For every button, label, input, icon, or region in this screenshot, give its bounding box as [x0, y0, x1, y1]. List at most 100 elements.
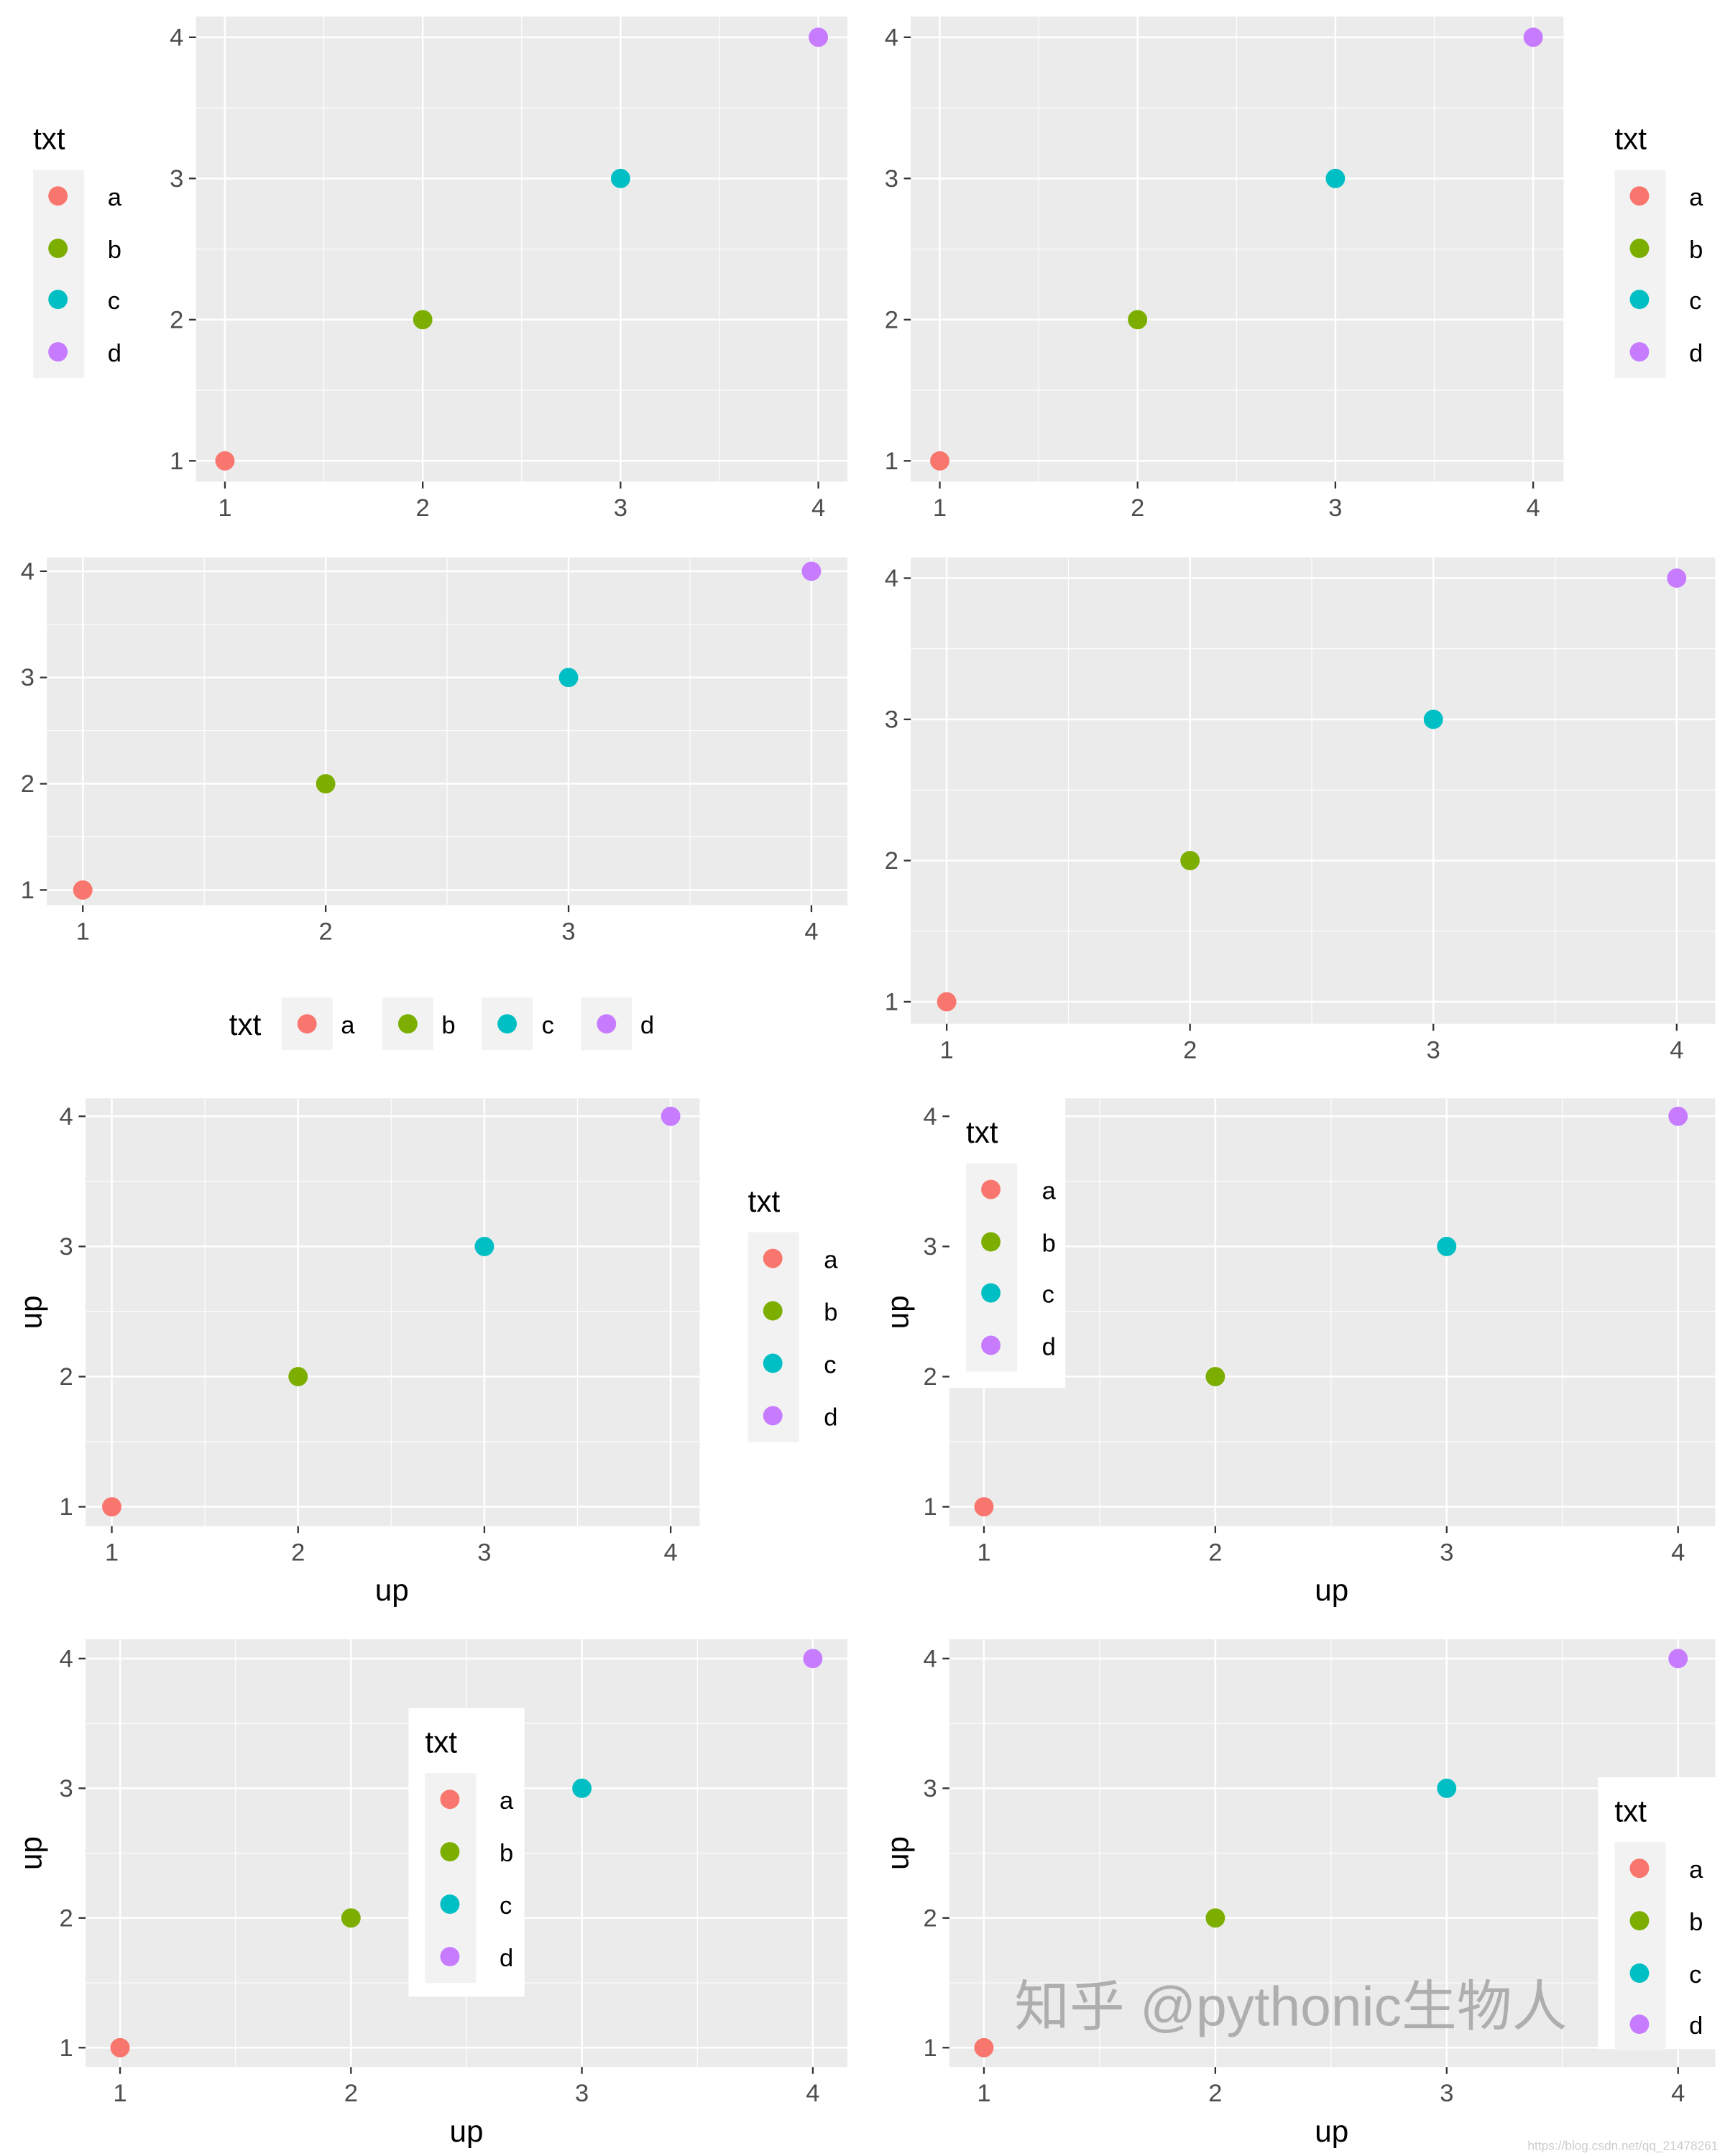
point-b	[1180, 851, 1200, 870]
legend-key-d	[981, 1335, 1000, 1355]
legend-title: txt	[425, 1725, 457, 1759]
legend-key-d	[763, 1406, 783, 1426]
legend-label: a	[1689, 1856, 1703, 1884]
y-tick-label: 2	[170, 306, 183, 333]
x-tick-label: 1	[940, 1037, 954, 1064]
legend-key-c	[763, 1353, 783, 1373]
panel-4: 1 2 3 4 1 2 3 4	[885, 557, 1716, 1064]
y-tick-label: 4	[170, 24, 183, 51]
point-b	[288, 1367, 308, 1386]
legend-label: a	[500, 1787, 514, 1815]
y-tick-label: 4	[923, 1103, 937, 1130]
legend-key-d	[1629, 2014, 1650, 2035]
legend-label: b	[1689, 236, 1703, 264]
legend-label: b	[1689, 1909, 1703, 1936]
legend-key-c	[440, 1894, 460, 1915]
legend-label: d	[1042, 1333, 1056, 1360]
point-d	[1668, 1106, 1688, 1126]
legend-key-c	[497, 1014, 518, 1034]
legend-key-a	[48, 186, 68, 206]
legend-label: d	[500, 1945, 513, 1972]
point-c	[1423, 709, 1443, 729]
y-tick-label: 3	[885, 706, 898, 733]
y-tick-label: 3	[923, 1233, 937, 1261]
legend-label: d	[1689, 340, 1703, 367]
y-tick-label: 1	[885, 448, 898, 475]
panel-background	[86, 1098, 700, 1526]
y-axis-title: up	[14, 1836, 48, 1870]
y-tick-label: 2	[923, 1904, 937, 1932]
point-c	[1325, 168, 1346, 188]
point-a	[930, 451, 949, 471]
legend-key-b	[48, 239, 68, 259]
x-tick-label: 1	[76, 918, 90, 946]
point-b	[1205, 1367, 1225, 1386]
x-tick-label: 1	[113, 2080, 126, 2107]
legend-key-a	[440, 1789, 460, 1810]
x-tick-label: 4	[804, 918, 818, 946]
x-tick-label: 2	[344, 2080, 358, 2107]
x-axis-title: up	[449, 2114, 483, 2148]
legend-key-a	[981, 1179, 1000, 1199]
y-tick-label: 1	[60, 2035, 73, 2062]
point-c	[474, 1236, 494, 1256]
legend-key-b	[397, 1014, 418, 1034]
y-tick-label: 4	[885, 565, 898, 592]
legend-label: b	[441, 1012, 455, 1039]
x-tick-label: 2	[1131, 494, 1144, 522]
legend-key-a	[763, 1248, 783, 1268]
y-tick-label: 1	[923, 2035, 937, 2062]
legend-label: a	[341, 1012, 355, 1039]
x-tick-label: 2	[291, 1539, 305, 1567]
point-d	[1667, 568, 1687, 588]
point-c	[1437, 1778, 1457, 1798]
point-c	[1437, 1236, 1457, 1256]
y-tick-label: 1	[170, 448, 183, 475]
legend-label: c	[824, 1351, 836, 1378]
point-d	[661, 1106, 681, 1126]
legend-key-c	[981, 1283, 1000, 1303]
legend-label: c	[1042, 1281, 1054, 1308]
legend-title: txt	[229, 1008, 262, 1041]
y-tick-label: 3	[60, 1233, 73, 1261]
point-a	[974, 2037, 994, 2058]
legend-key-c	[48, 290, 68, 310]
x-tick-label: 2	[1208, 1539, 1222, 1567]
legend-label: a	[1042, 1177, 1057, 1204]
y-tick-label: 2	[885, 847, 898, 875]
legend-key-d	[1629, 342, 1650, 362]
x-tick-label: 3	[614, 494, 627, 522]
x-axis-title: up	[1315, 1573, 1348, 1607]
point-b	[1128, 310, 1148, 330]
watermark: 知乎 @pythonic生物人	[1014, 1976, 1567, 2038]
legend-key-b	[981, 1232, 1000, 1252]
legend-key-b	[1629, 1911, 1650, 1931]
y-tick-label: 1	[923, 1493, 937, 1521]
x-tick-label: 4	[1671, 1539, 1685, 1567]
legend-label: b	[500, 1840, 513, 1867]
point-a	[937, 992, 957, 1012]
y-tick-label: 2	[21, 770, 34, 798]
x-tick-label: 4	[1670, 1037, 1683, 1064]
legend-title: txt	[33, 121, 65, 155]
legend-title: txt	[748, 1184, 781, 1218]
x-tick-label: 3	[1328, 494, 1342, 522]
x-tick-label: 1	[977, 2080, 990, 2107]
point-a	[974, 1497, 994, 1517]
legend-label: d	[108, 340, 121, 367]
panel-3: 1 2 3 4 1 2 3 4 txt a b c d	[21, 557, 847, 1051]
y-tick-label: 2	[60, 1904, 73, 1932]
x-tick-label: 1	[105, 1539, 119, 1567]
y-tick-label: 4	[923, 1645, 937, 1672]
y-tick-label: 3	[923, 1775, 937, 1802]
